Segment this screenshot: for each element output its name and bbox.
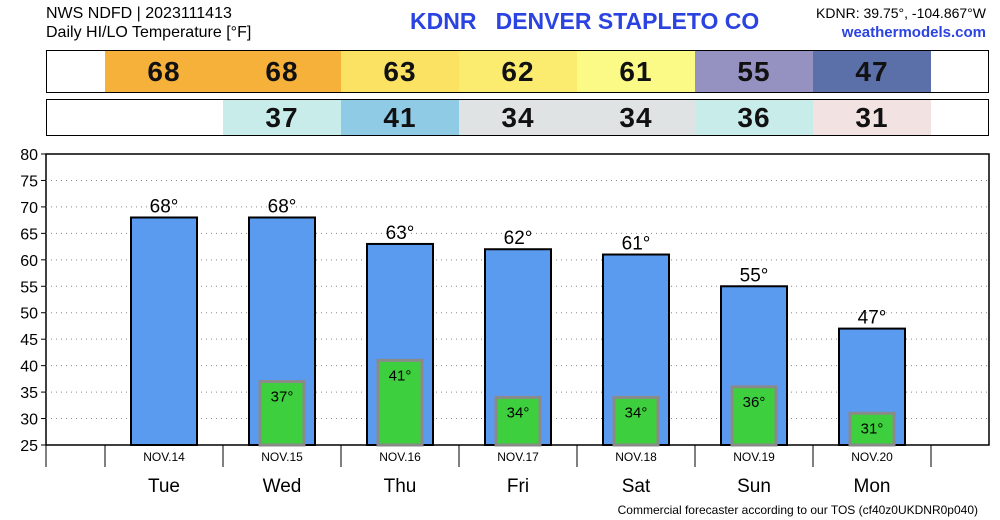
header-right: KDNR: 39.75°, -104.867°W weathermodels.c… (816, 4, 986, 42)
low-bar (730, 385, 778, 447)
header-info: NWS NDFD | 2023111413 Daily HI/LO Temper… (46, 4, 251, 42)
high-temp-cell (931, 51, 988, 92)
y-tick-label: 55 (20, 279, 38, 296)
low-temp-cell: 34 (459, 100, 577, 135)
y-tick-label: 75 (20, 173, 38, 190)
x-date-label: NOV.19 (733, 450, 775, 464)
y-tick-label: 45 (20, 332, 38, 349)
y-tick-label: 60 (20, 253, 38, 270)
x-date-label: NOV.20 (851, 450, 893, 464)
y-tick-label: 70 (20, 200, 38, 217)
high-temp-cell: 63 (341, 51, 459, 92)
x-date-label: NOV.18 (615, 450, 657, 464)
high-temp-cell: 62 (459, 51, 577, 92)
low-temp-cell (931, 100, 988, 135)
x-date-label: NOV.17 (497, 450, 539, 464)
x-day-label: Fri (507, 476, 529, 497)
station-title: KDNR DENVER STAPLETO CO (410, 8, 760, 34)
high-value-label: 68° (268, 196, 297, 217)
high-temp-cell: 61 (577, 51, 695, 92)
x-day-label: Tue (148, 476, 180, 497)
y-tick-label: 65 (20, 226, 38, 243)
low-value-label: 31° (861, 420, 884, 437)
high-temp-cell: 47 (813, 51, 931, 92)
low-temp-cell: 36 (695, 100, 813, 135)
station-coords: KDNR: 39.75°, -104.867°W (816, 5, 986, 21)
low-temp-cell: 41 (341, 100, 459, 135)
low-temp-cell: 34 (577, 100, 695, 135)
high-value-label: 55° (740, 265, 769, 286)
high-temp-cell (47, 51, 105, 92)
product-name: Daily HI/LO Temperature [°F] (46, 24, 252, 41)
low-temp-cell (105, 100, 223, 135)
x-day-label: Thu (384, 476, 417, 497)
high-bar (130, 216, 198, 446)
y-tick-label: 50 (20, 306, 38, 323)
low-value-label: 34° (507, 404, 530, 421)
low-value-label: 37° (271, 389, 294, 406)
high-value-label: 63° (386, 223, 415, 244)
low-value-label: 41° (389, 367, 412, 384)
high-value-label: 61° (622, 234, 651, 255)
low-bar (848, 411, 896, 447)
y-tick-label: 25 (20, 438, 38, 455)
low-temp-cell (47, 100, 105, 135)
y-tick-label: 30 (20, 412, 38, 429)
y-tick-label: 35 (20, 385, 38, 402)
low-bar (258, 380, 306, 447)
x-date-label: NOV.16 (379, 450, 421, 464)
high-value-label: 62° (504, 228, 533, 249)
high-value-label: 47° (858, 308, 887, 329)
y-tick-label: 40 (20, 359, 38, 376)
model-run: NWS NDFD | 2023111413 (46, 5, 232, 22)
y-tick-label: 80 (20, 147, 38, 164)
x-day-label: Mon (854, 476, 891, 497)
low-value-label: 34° (625, 404, 648, 421)
low-temp-cell: 37 (223, 100, 341, 135)
x-date-label: NOV.14 (143, 450, 185, 464)
high-temp-cell: 68 (223, 51, 341, 92)
low-bar (494, 395, 542, 447)
high-temp-strip: 68 68 63 62 61 55 47 (46, 50, 989, 93)
low-temp-strip: 37 41 34 34 36 31 (46, 99, 989, 136)
high-value-label: 68° (150, 196, 179, 217)
x-day-label: Wed (263, 476, 302, 497)
site-link[interactable]: weathermodels.com (841, 24, 986, 41)
low-value-label: 36° (743, 394, 766, 411)
footer-note: Commercial forecaster according to our T… (617, 503, 978, 517)
x-day-label: Sat (622, 476, 651, 497)
low-bar (612, 395, 660, 447)
high-temp-cell: 55 (695, 51, 813, 92)
x-date-label: NOV.15 (261, 450, 303, 464)
high-temp-cell: 68 (105, 51, 223, 92)
low-bar (376, 358, 424, 447)
low-temp-cell: 31 (813, 100, 931, 135)
x-day-label: Sun (737, 476, 771, 497)
